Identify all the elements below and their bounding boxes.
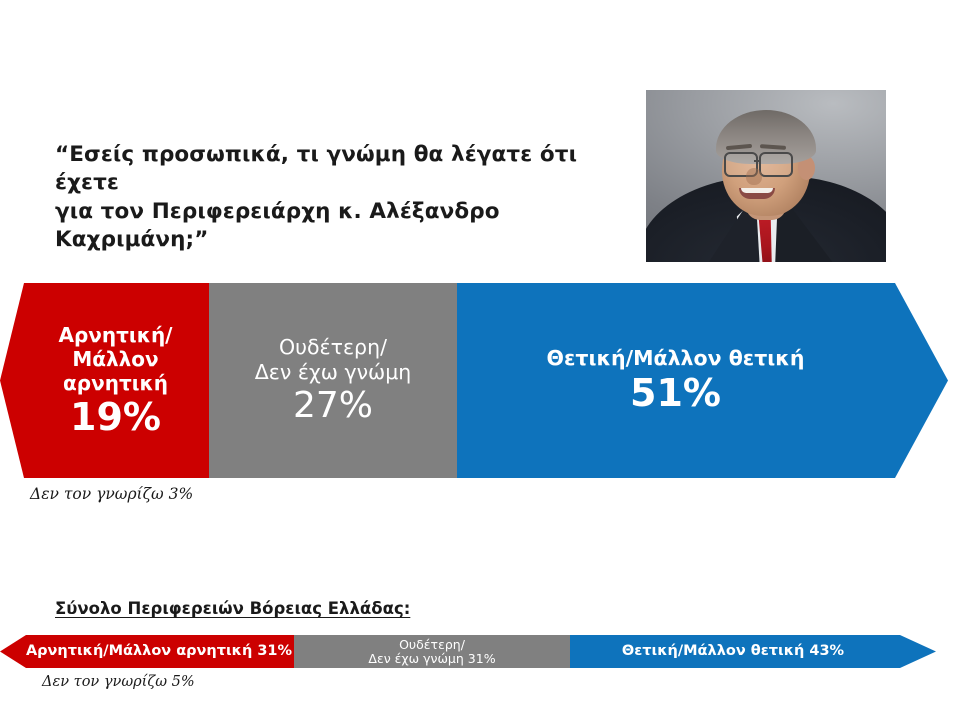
bottom-section-heading: Σύνολο Περιφερειών Βόρειας Ελλάδας: [55, 599, 411, 618]
portrait-mouth [739, 188, 775, 199]
bottom-bar-segment-neutral-label: Ουδέτερη/ Δεν έχω γνώμη 31% [368, 636, 496, 666]
portrait-hair [716, 110, 816, 164]
portrait-photo [646, 90, 886, 262]
portrait-nose [746, 168, 762, 185]
bottom-bar-segment-neutral: Ουδέτερη/ Δεν έχω γνώμη 31% [294, 635, 570, 668]
portrait-teeth [741, 188, 773, 193]
main-bar-footnote: Δεν τον γνωρίζω 3% [30, 485, 194, 503]
bar-segment-positive: Θετική/Μάλλον θετική 51% [457, 283, 948, 478]
main-stacked-bar: Αρνητική/ Μάλλον αρνητική 19% Ουδέτερη/ … [0, 283, 948, 478]
bar-segment-negative-value: 19% [70, 394, 161, 439]
portrait-glasses-bridge [754, 160, 760, 163]
bar-segment-neutral-label: Ουδέτερη/ Δεν έχω γνώμη [254, 335, 412, 384]
bottom-bar-segment-positive-label: Θετική/Μάλλον θετική 43% [621, 643, 845, 660]
portrait-glasses-right [759, 152, 793, 177]
bar-segment-neutral: Ουδέτερη/ Δεν έχω γνώμη 27% [209, 283, 457, 478]
bottom-bar-segment-positive: Θετική/Μάλλον θετική 43% [570, 635, 936, 668]
bar-segment-positive-label: Θετική/Μάλλον θετική [546, 346, 805, 371]
bar-segment-negative-label: Αρνητική/ Μάλλον αρνητική [58, 322, 173, 395]
portrait-glasses-left [724, 152, 758, 177]
bottom-bar-segment-negative: Αρνητική/Μάλλον αρνητική 31% [0, 635, 294, 668]
page-title: “Εσείς προσωπικά, τι γνώμη θα λέγατε ότι… [55, 142, 578, 253]
portrait-ear [798, 156, 815, 180]
bar-segment-negative: Αρνητική/ Μάλλον αρνητική 19% [0, 283, 209, 478]
bar-segment-neutral-value: 27% [292, 385, 373, 427]
bar-segment-positive-value: 51% [630, 370, 721, 415]
bottom-bar-segment-negative-label: Αρνητική/Μάλλον αρνητική 31% [25, 643, 293, 660]
bottom-stacked-bar: Αρνητική/Μάλλον αρνητική 31% Ουδέτερη/ Δ… [0, 635, 936, 668]
bottom-bar-footnote: Δεν τον γνωρίζω 5% [42, 674, 195, 690]
